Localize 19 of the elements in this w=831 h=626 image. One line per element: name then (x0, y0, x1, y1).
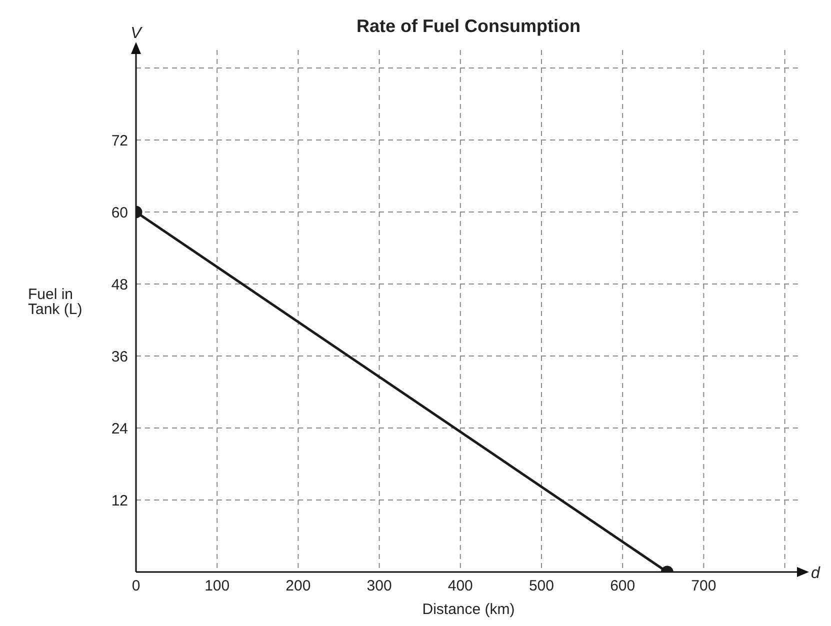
text: V (130, 25, 143, 42)
y-tick-label: 48 (111, 276, 128, 294)
chart-title: Rate of Fuel Consumption (356, 16, 580, 36)
x-tick-label: 600 (610, 578, 636, 595)
x-tick-label: 500 (528, 578, 554, 595)
text: d (811, 565, 821, 582)
x-tick-label: 0 (132, 578, 140, 595)
x-tick-label: 400 (448, 578, 473, 595)
y-tick-label: 60 (111, 204, 128, 222)
y-tick-label: 72 (111, 132, 128, 150)
x-tick-label: 700 (691, 578, 716, 595)
x-tick-label: 200 (286, 578, 311, 595)
y-tick-label: 36 (111, 348, 128, 366)
y-tick-label: 12 (111, 492, 128, 510)
y-tick-label: 24 (111, 420, 128, 438)
x-tick-label: 300 (366, 578, 392, 595)
x-tick-label: 100 (204, 578, 230, 595)
x-axis-title: Distance (km) (422, 601, 515, 618)
y-axis-title: Fuel in Tank (L) (28, 286, 82, 318)
